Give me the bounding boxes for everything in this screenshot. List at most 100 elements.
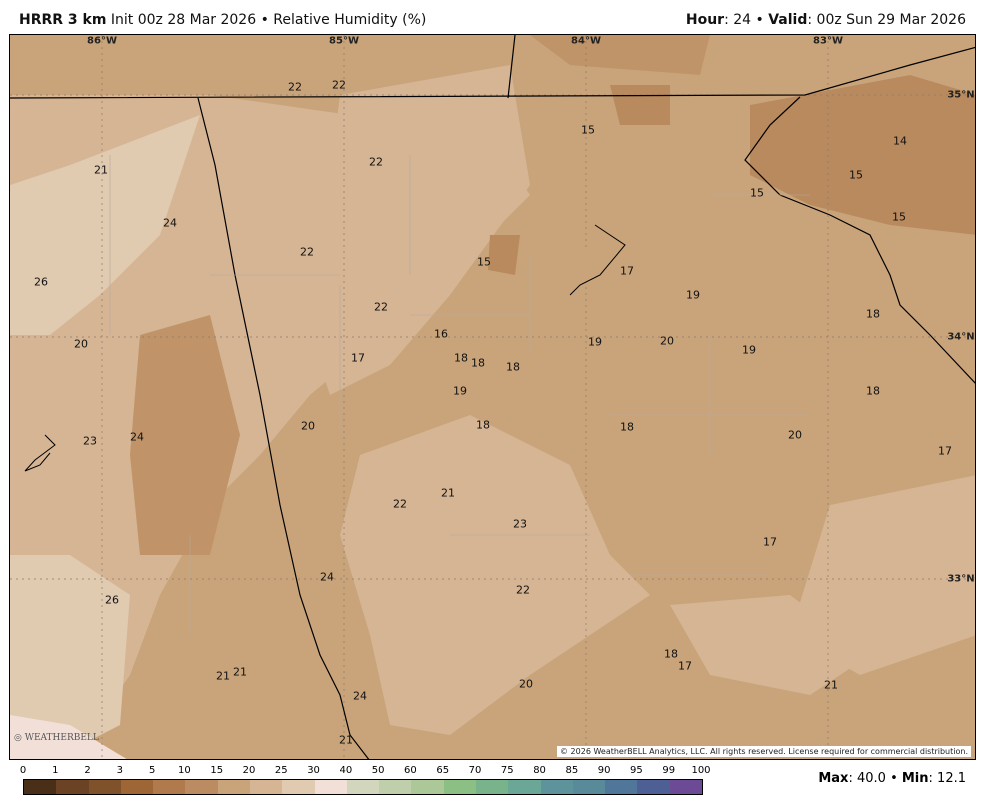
colorbar-swatch (282, 780, 315, 794)
station-value: 21 (216, 669, 230, 683)
station-value: 19 (453, 384, 467, 398)
colorbar-swatch (508, 780, 541, 794)
colorbar-swatch (153, 780, 186, 794)
station-value: 17 (678, 659, 692, 673)
station-value: 21 (94, 163, 108, 177)
state-border-nc (507, 35, 516, 99)
station-value: 20 (519, 677, 533, 691)
colorbar-swatch (120, 780, 154, 794)
max-min-stats: Max: 40.0 • Min: 12.1 (818, 771, 966, 786)
station-value: 21 (824, 678, 838, 692)
colorbar-swatch (249, 780, 283, 794)
state-border-al-ga (197, 97, 370, 759)
hour-value: : 24 (724, 12, 752, 28)
weatherbell-logo: ◎ WEATHERBELL (14, 733, 99, 743)
colorbar-tick: 0 (19, 765, 27, 776)
county-lines (109, 155, 810, 635)
colorbar-tick: 30 (307, 765, 320, 776)
station-value: 17 (763, 535, 777, 549)
station-value: 26 (34, 275, 48, 289)
min-label: Min (901, 771, 929, 786)
colorbar-swatch (379, 780, 412, 794)
station-value: 22 (516, 583, 530, 597)
station-value: 21 (233, 665, 247, 679)
station-value: 15 (477, 255, 491, 269)
station-value: 23 (513, 517, 527, 531)
colorbar-tick: 90 (597, 765, 611, 776)
dark-n (610, 85, 670, 125)
colorbar (23, 779, 703, 795)
separator: • (890, 771, 898, 786)
separator: • (755, 12, 764, 28)
station-value: 15 (581, 123, 595, 137)
station-value: 24 (163, 216, 177, 230)
colorbar-tick: 75 (500, 765, 514, 776)
dark-center (488, 235, 520, 275)
station-value: 18 (454, 351, 468, 365)
colorbar-tick: 65 (436, 765, 450, 776)
colorbar-tick: 85 (565, 765, 579, 776)
colorbar-swatch (314, 780, 347, 794)
colorbar-swatch (540, 780, 573, 794)
map-fill (10, 35, 975, 759)
colorbar-swatch (669, 780, 702, 794)
station-value: 18 (866, 384, 880, 398)
station-value: 20 (660, 334, 674, 348)
station-value: 24 (130, 430, 144, 444)
station-value: 22 (374, 300, 388, 314)
station-value: 22 (288, 80, 302, 94)
colorbar-tick: 50 (371, 765, 385, 776)
colorbar-swatch (56, 780, 89, 794)
colorbar-swatch (411, 780, 444, 794)
map-title: HRRR 3 km Init 00z 28 Mar 2026 • Relativ… (19, 12, 426, 28)
station-value: 17 (938, 444, 952, 458)
copyright-notice: © 2026 WeatherBELL Analytics, LLC. All r… (557, 746, 971, 757)
colorbar-tick: 80 (533, 765, 546, 776)
station-value: 24 (353, 689, 367, 703)
station-value: 22 (332, 78, 346, 92)
station-value: 18 (664, 647, 678, 661)
station-value: 17 (620, 264, 634, 278)
mid-w (130, 315, 240, 555)
station-value: 15 (849, 168, 863, 182)
field-name: Relative Humidity (%) (273, 12, 427, 28)
station-value: 18 (620, 420, 634, 434)
longitude-label: 85°W (329, 35, 359, 47)
colorbar-swatch (185, 780, 218, 794)
colorbar-tick: 70 (468, 765, 482, 776)
longitude-label: 83°W (813, 35, 843, 47)
rh-map: 22 22 21 24 22 15 14 15 15 15 26 22 15 17 19 22 18 20 16 17… (9, 34, 976, 760)
station-value: 20 (74, 337, 88, 351)
station-value: 17 (351, 351, 365, 365)
lake-west (24, 434, 56, 472)
light-band-2 (310, 65, 530, 395)
max-label: Max (818, 771, 849, 786)
station-value: 18 (866, 307, 880, 321)
colorbar-swatch (24, 780, 57, 794)
colorbar-swatch (605, 780, 638, 794)
station-value: 22 (300, 245, 314, 259)
min-value: : 12.1 (928, 771, 966, 786)
colorbar-swatch (88, 780, 121, 794)
colorbar-swatch (475, 780, 509, 794)
colorbar-labels: 0 1 2 3 5 10 15 20 25 30 40 50 60 65 70 75 80 85 90 95 99 100 (12, 765, 712, 779)
station-value: 18 (506, 360, 520, 374)
valid-value: : 00z Sun 29 Mar 2026 (807, 12, 966, 28)
grid-lat (10, 94, 975, 580)
station-value: 21 (441, 486, 455, 500)
latitude-label: 35°N (947, 89, 975, 101)
station-value: 19 (686, 288, 700, 302)
colorbar-swatch (443, 780, 476, 794)
lightest-band (10, 115, 200, 335)
colorbar-tick: 40 (339, 765, 353, 776)
init-time: Init 00z 28 Mar 2026 (110, 12, 257, 28)
pink-corner (10, 715, 127, 759)
state-border-sc (744, 96, 975, 384)
station-value: 21 (339, 733, 353, 747)
station-value: 23 (83, 434, 97, 448)
station-value: 18 (471, 356, 485, 370)
light-se-2 (670, 595, 870, 695)
colorbar-swatch (346, 780, 380, 794)
max-value: : 40.0 (848, 771, 886, 786)
colorbar-tick: 60 (404, 765, 417, 776)
